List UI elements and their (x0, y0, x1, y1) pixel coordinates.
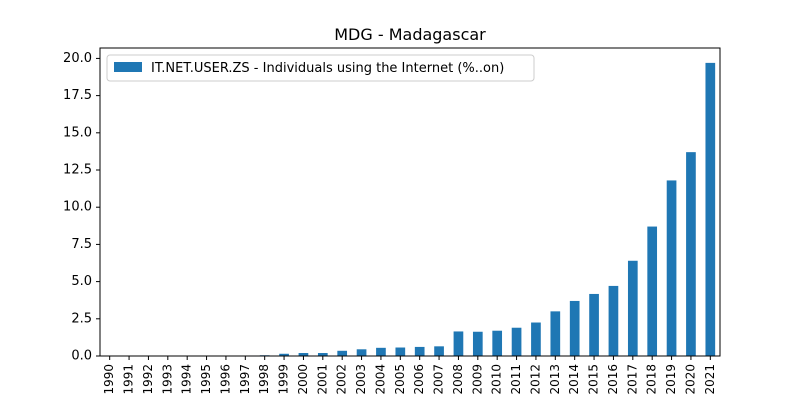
legend-swatch (114, 62, 142, 72)
x-tick-label-1992: 1992 (141, 364, 155, 395)
x-tick-label-2015: 2015 (587, 364, 601, 395)
bar-2006 (414, 346, 425, 356)
x-tick-label-2021: 2021 (703, 364, 717, 395)
legend-box (106, 54, 535, 82)
bar-1999 (279, 353, 289, 356)
bar-2014 (569, 300, 580, 356)
bar-2005 (395, 347, 406, 356)
y-tick-label-20.0: 20.0 (63, 51, 92, 66)
bar-2013 (550, 311, 561, 356)
x-tick-label-2012: 2012 (528, 364, 542, 395)
bar-2015 (589, 293, 599, 356)
x-tick-label-2005: 2005 (393, 364, 407, 395)
y-tick-label-5.0: 5.0 (71, 274, 92, 289)
y-tick-label-7.5: 7.5 (71, 237, 92, 252)
bar-2016 (608, 285, 619, 356)
plot-frame (99, 47, 721, 357)
x-tick-label-2003: 2003 (354, 364, 368, 395)
x-tick-label-2007: 2007 (432, 364, 446, 395)
x-tick-label-1990: 1990 (102, 364, 116, 395)
x-tick-label-1997: 1997 (238, 364, 252, 395)
x-tick-label-2004: 2004 (373, 364, 387, 395)
bar-2012 (531, 322, 541, 356)
x-tick-label-2000: 2000 (296, 364, 310, 395)
x-tick-label-2001: 2001 (315, 364, 329, 395)
bar-2010 (492, 330, 503, 356)
x-tick-label-1999: 1999 (277, 364, 291, 395)
x-tick-label-2006: 2006 (412, 364, 426, 395)
bar-2002 (337, 350, 348, 356)
chart-title: MDG - Madagascar (334, 25, 486, 44)
x-tick-label-1995: 1995 (199, 364, 213, 395)
x-tick-label-2020: 2020 (683, 364, 697, 395)
y-axis: 0.0 2.5 5.0 7.5 10.0 12.5 15.0 17.5 20.0 (63, 51, 100, 364)
bar-2021 (705, 62, 716, 356)
x-tick-label-1993: 1993 (160, 364, 174, 395)
y-tick-label-17.5: 17.5 (63, 88, 92, 103)
bar-2017 (627, 260, 638, 356)
x-tick-label-1998: 1998 (257, 364, 271, 395)
bar-2018 (647, 226, 658, 356)
bar-2003 (356, 349, 367, 356)
bar-2008 (453, 331, 464, 356)
y-tick-label-12.5: 12.5 (63, 163, 92, 178)
x-tick-label-2017: 2017 (625, 364, 639, 395)
legend: IT.NET.USER.ZS - Individuals using the I… (106, 54, 535, 82)
bar-2009 (472, 331, 483, 356)
bar-2004 (376, 347, 386, 356)
y-tick-label-10.0: 10.0 (63, 200, 92, 215)
legend-label: IT.NET.USER.ZS - Individuals using the I… (151, 61, 504, 76)
x-tick-label-2014: 2014 (567, 364, 581, 395)
x-tick-label-1991: 1991 (122, 364, 136, 395)
bars-group (221, 62, 716, 356)
bar-2019 (666, 180, 677, 356)
y-tick-label-15.0: 15.0 (63, 125, 92, 140)
x-tick-label-2009: 2009 (470, 364, 484, 395)
x-tick-label-2016: 2016 (606, 364, 620, 395)
y-tick-label-2.5: 2.5 (71, 311, 92, 326)
bar-2000 (298, 353, 309, 356)
x-tick-label-2019: 2019 (664, 364, 678, 395)
x-tick-label-2010: 2010 (490, 364, 504, 395)
bar-2007 (434, 346, 444, 356)
x-tick-label-1996: 1996 (218, 364, 232, 395)
bar-2001 (317, 353, 328, 356)
x-tick-label-2018: 2018 (645, 364, 659, 395)
bar-2011 (511, 327, 522, 356)
x-tick-label-1994: 1994 (180, 364, 194, 395)
x-tick-label-2008: 2008 (451, 364, 465, 395)
x-tick-label-2002: 2002 (335, 364, 349, 395)
x-tick-label-2013: 2013 (548, 364, 562, 395)
bar-2020 (686, 152, 696, 356)
x-axis: 1990 1991 1992 1993 1994 1995 1996 1997 1998 1999… (102, 356, 717, 395)
x-tick-label-2011: 2011 (509, 364, 523, 395)
y-tick-label-0.0: 0.0 (71, 349, 92, 364)
